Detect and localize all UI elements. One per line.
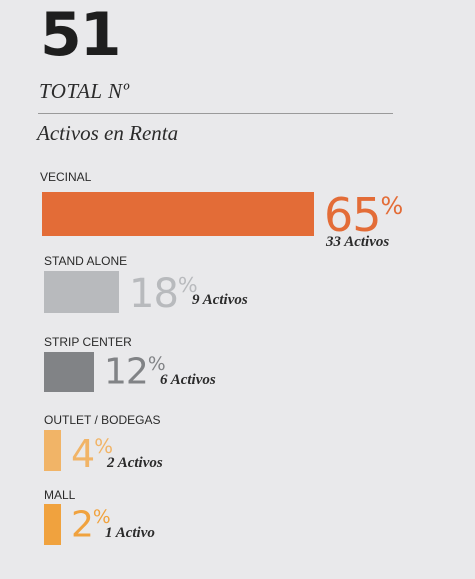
divider bbox=[38, 113, 393, 114]
percent-value: 65 bbox=[324, 188, 382, 243]
bar bbox=[44, 430, 61, 471]
percent-sign: % bbox=[94, 435, 113, 458]
bar bbox=[44, 352, 94, 392]
percent-label: 18% bbox=[129, 265, 198, 314]
count-label: 2 Activos bbox=[107, 455, 163, 471]
percent-value: 18 bbox=[129, 270, 179, 317]
percent-value: 2 bbox=[71, 504, 94, 546]
count-label: 6 Activos bbox=[160, 372, 216, 388]
category-label: MALL bbox=[44, 488, 76, 502]
percent-label: 4% bbox=[71, 428, 113, 473]
count-label: 33 Activos bbox=[326, 234, 390, 250]
percent-sign: % bbox=[380, 192, 404, 220]
category-label: OUTLET / BODEGAS bbox=[44, 413, 161, 427]
bar bbox=[44, 504, 61, 545]
category-label: VECINAL bbox=[40, 170, 92, 184]
percent-value: 12 bbox=[104, 351, 149, 393]
percent-value: 4 bbox=[71, 432, 95, 477]
percent-sign: % bbox=[147, 354, 166, 375]
percent-label: 2% bbox=[71, 500, 111, 543]
chart-title: Activos en Renta bbox=[37, 121, 179, 145]
percent-label: 65% bbox=[324, 183, 403, 238]
count-label: 1 Activo bbox=[105, 525, 155, 541]
bar bbox=[42, 192, 314, 236]
category-label: STRIP CENTER bbox=[44, 335, 132, 349]
count-label: 9 Activos bbox=[192, 292, 248, 308]
total-label: TOTAL Nº bbox=[39, 79, 130, 103]
percent-sign: % bbox=[177, 273, 198, 297]
percent-sign: % bbox=[92, 507, 111, 528]
category-label: STAND ALONE bbox=[44, 254, 128, 268]
percent-label: 12% bbox=[104, 347, 166, 390]
total-count: 51 bbox=[40, 0, 121, 70]
bar bbox=[44, 271, 119, 313]
